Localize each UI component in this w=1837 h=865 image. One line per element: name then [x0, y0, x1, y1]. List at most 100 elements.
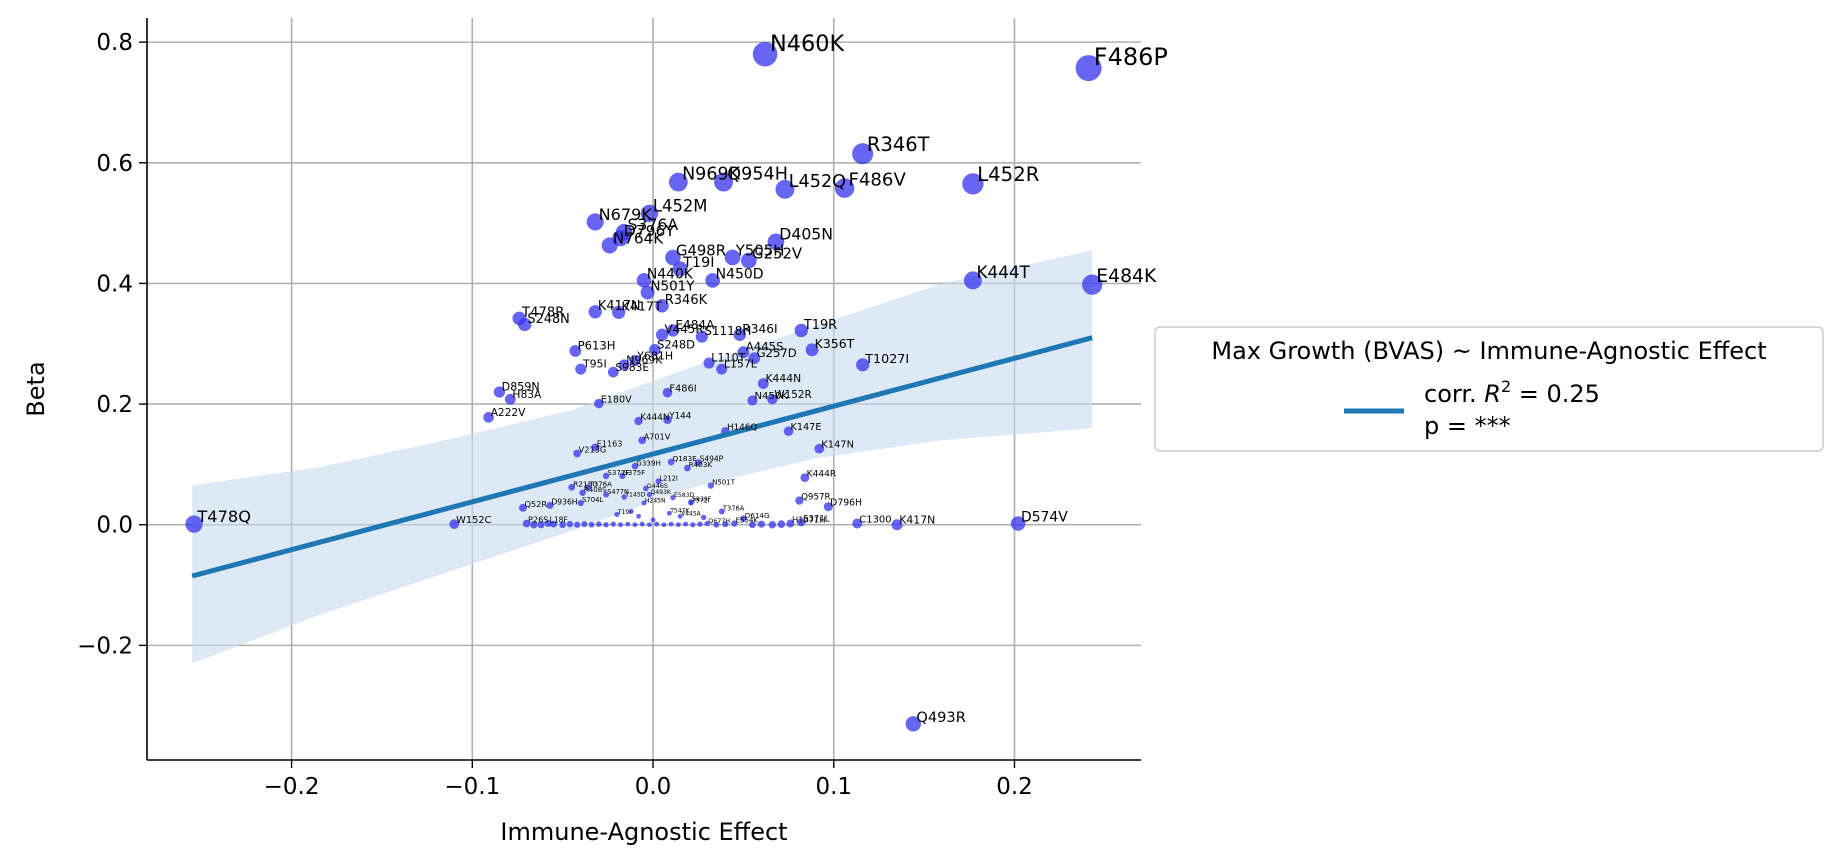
x-axis-title: Immune-Agnostic Effect	[500, 818, 787, 846]
point-label: F486I	[669, 383, 696, 394]
point-label: N969K	[682, 165, 740, 185]
data-point	[716, 363, 728, 375]
data-point	[569, 345, 582, 357]
point-label: F486V	[849, 170, 907, 191]
data-point	[614, 511, 620, 518]
point-label: Q183E	[672, 454, 697, 463]
data-point	[483, 412, 494, 423]
data-point	[574, 521, 581, 528]
point-label: N501Y	[650, 279, 695, 295]
data-point	[625, 521, 631, 527]
point-label: N450D	[716, 267, 764, 283]
legend-entry-sup: 2	[1501, 377, 1511, 396]
point-label: Q52R	[524, 499, 547, 509]
point-label: V445A	[681, 511, 702, 518]
data-point	[519, 503, 527, 512]
point-label: N764K	[613, 229, 664, 247]
data-point	[794, 323, 808, 338]
data-point	[621, 494, 627, 500]
data-point	[814, 443, 825, 454]
x-ticks: −0.2 −0.1 0.0 0.1 0.2	[264, 760, 1033, 800]
point-label: N501T	[712, 479, 736, 487]
data-point	[1010, 516, 1026, 531]
data-point	[705, 273, 721, 288]
point-label: T19R	[803, 318, 837, 333]
data-point	[963, 271, 982, 290]
point-label: Y505H	[735, 242, 785, 260]
data-point	[640, 285, 655, 300]
data-point	[713, 521, 720, 528]
point-label: K444N	[640, 413, 669, 423]
point-label: Y681H	[636, 349, 673, 362]
data-point	[581, 521, 588, 528]
point-label: S983E	[615, 362, 649, 374]
data-point	[834, 178, 855, 198]
point-label: R403K	[689, 460, 713, 469]
point-label: G446S	[647, 483, 668, 490]
data-point	[588, 305, 602, 319]
point-label: K417T	[621, 300, 662, 315]
point-label: K444T	[977, 262, 1031, 282]
data-point	[748, 352, 761, 365]
data-point	[566, 520, 574, 528]
point-label: L452R	[977, 163, 1040, 186]
point-label: H245N	[645, 497, 665, 504]
point-label: N450K	[754, 391, 788, 402]
point-label: L110T	[711, 352, 745, 365]
data-point	[584, 484, 592, 491]
point-label: Q957R	[801, 493, 830, 503]
point-label: K417N	[899, 513, 935, 526]
point-label: W152C	[456, 515, 491, 526]
point-label: A222V	[491, 407, 526, 419]
data-point	[646, 491, 653, 498]
legend-entry-p: p = ***	[1424, 412, 1511, 440]
data-point	[718, 508, 725, 515]
point-label: Q493R	[916, 709, 965, 726]
point-label: K444N	[765, 372, 801, 385]
data-point	[596, 521, 602, 527]
regression-line	[191, 335, 1093, 579]
legend-title: Max Growth (BVAS) ~ Immune-Agnostic Effe…	[1211, 337, 1766, 365]
data-point	[607, 366, 619, 378]
data-point	[647, 522, 652, 528]
point-label: N460K	[770, 31, 845, 57]
data-point	[550, 520, 558, 528]
legend-entry-r2: corr. R2 = 0.25	[1424, 377, 1600, 408]
data-point	[700, 514, 707, 521]
data-point	[722, 521, 729, 528]
point-label: A701V	[644, 431, 671, 441]
data-point	[697, 521, 703, 527]
point-label: S477N	[607, 488, 629, 496]
data-point	[737, 346, 750, 359]
point-label: D859N	[502, 381, 540, 394]
point-label: L452M	[653, 196, 708, 215]
point-label: A445S	[746, 340, 784, 354]
point-label: L157L	[724, 358, 758, 371]
data-point	[783, 426, 794, 437]
point-label: E484A	[675, 318, 715, 332]
y-tick-label: 0.8	[96, 30, 133, 56]
data-point	[610, 521, 616, 527]
legend-entry-suffix: = 0.25	[1511, 380, 1600, 408]
data-point	[905, 716, 921, 732]
point-label: S704L	[582, 496, 604, 504]
point-label: G498R	[676, 243, 726, 260]
data-point	[638, 436, 647, 445]
data-point	[675, 522, 681, 528]
point-label: S1118H	[704, 324, 751, 338]
point-label: E484K	[1096, 266, 1157, 287]
y-axis-title: Beta	[22, 361, 50, 416]
data-point	[619, 472, 626, 480]
point-label: Q954H	[727, 165, 788, 185]
y-ticks: −0.2 0.0 0.2 0.4 0.6 0.8	[77, 30, 147, 659]
point-label: T19I	[682, 255, 714, 271]
point-label: K356T	[815, 336, 855, 351]
data-point	[618, 522, 623, 528]
point-label: K147E	[791, 422, 822, 433]
point-label: H83A	[512, 388, 542, 401]
point-label: S375F	[624, 469, 646, 477]
data-point	[777, 520, 786, 528]
data-point	[668, 521, 674, 527]
data-point	[586, 213, 604, 231]
point-label: E583D	[674, 492, 694, 499]
